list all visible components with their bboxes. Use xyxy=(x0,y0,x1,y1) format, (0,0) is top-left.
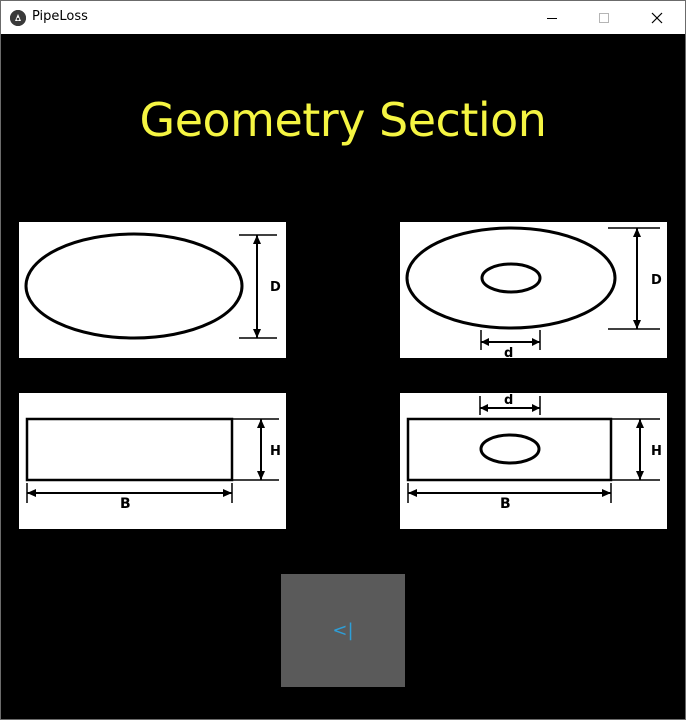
rectangular-section-diagram: H B xyxy=(19,393,286,529)
annular-section-diagram: D d xyxy=(400,222,667,358)
dimension-label-d-outer: D xyxy=(651,273,662,288)
back-button[interactable]: <| xyxy=(281,574,405,687)
maximize-button[interactable] xyxy=(581,1,627,34)
window-title: PipeLoss xyxy=(32,9,88,24)
dimension-label-b: B xyxy=(120,496,131,512)
dimension-label-h: H xyxy=(270,444,281,459)
dimension-label-d: D xyxy=(270,280,281,295)
minimize-button[interactable] xyxy=(529,1,575,34)
dimension-label-b-hole: B xyxy=(500,496,511,512)
page-title: Geometry Section xyxy=(139,93,547,147)
dimension-label-d-hole: d xyxy=(504,393,513,408)
minimize-icon xyxy=(547,17,557,19)
close-icon xyxy=(651,12,663,23)
dimension-label-h-hole: H xyxy=(651,444,662,459)
maximize-icon xyxy=(599,12,609,23)
rectangular-hole-section-diagram: d H B xyxy=(400,393,667,529)
title-bar[interactable]: PipeLoss xyxy=(1,1,685,34)
dimension-label-d-inner: d xyxy=(504,346,513,358)
circular-section-diagram: D xyxy=(19,222,286,358)
close-button[interactable] xyxy=(634,1,680,34)
back-button-label: <| xyxy=(332,620,354,641)
kivy-icon xyxy=(10,10,26,26)
